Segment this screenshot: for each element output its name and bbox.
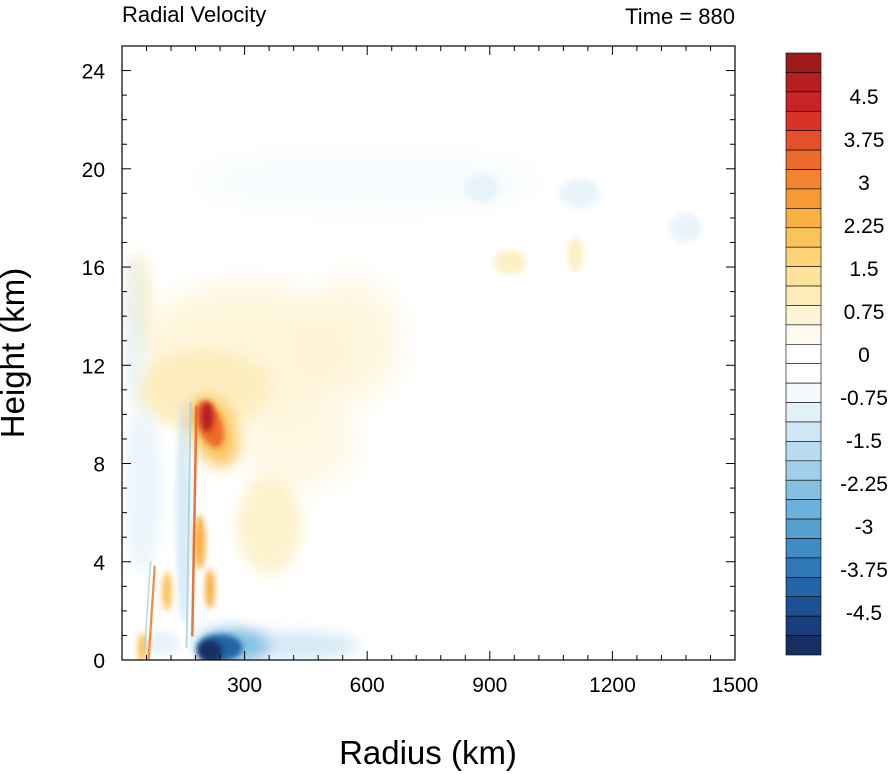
colorbar-box [785,382,822,403]
surface-inflow-max [197,640,223,660]
y-tick-label: 4 [93,552,105,575]
y-tick-labels: 0 4 8 12 16 20 24 [82,61,106,673]
x-tick-labels: 300 600 900 1200 1500 [227,674,758,697]
colorbar-label: 0.75 [844,301,885,324]
eyewall-outflow-streak [191,405,198,637]
x-tick-label: 900 [472,674,507,697]
colorbar-box [785,130,822,151]
upper-inflow-left [124,254,145,403]
colorbar-box [785,149,822,170]
upper-inflow-patch-1 [465,173,498,204]
colorbar [785,52,822,656]
colorbar-box [785,227,822,248]
colorbar-box [785,557,822,578]
y-tick-label: 0 [93,650,105,673]
x-tick-label: 1500 [712,674,759,697]
colorbar-box [785,421,822,442]
colorbar-box [785,266,822,287]
outflow-patch-right [493,249,527,275]
x-axis-label: Radius (km) [339,734,517,771]
colorbar-box [785,518,822,539]
colorbar-box [785,538,822,559]
colorbar-box [785,324,822,345]
x-tick-label: 600 [350,674,385,697]
y-tick-label: 12 [82,355,105,378]
colorbar-box [785,208,822,229]
y-tick-label: 24 [82,61,106,84]
colorbar-box [785,479,822,500]
colorbar-box [785,363,822,384]
colorbar-label: -2.25 [840,473,888,496]
eyewall-inflow-streak [185,401,192,649]
mid-inflow-left [124,402,161,575]
colorbar-box [785,402,822,423]
mid-outflow-lobe [236,475,302,575]
colorbar-label: -0.75 [840,387,888,410]
y-axis-label: Height (km) [0,268,31,439]
colorbar-box [785,72,822,93]
upper-inflow-band [195,151,539,211]
colorbar-box [785,305,822,326]
colorbar-box [785,285,822,306]
inner-outflow-streak [147,565,156,660]
colorbar-box [785,635,822,656]
colorbar-box [785,110,822,131]
colorbar-label: 1.5 [849,258,878,281]
colorbar-box [785,343,822,365]
outflow-max-core [200,402,214,432]
y-tick-label: 8 [93,454,105,477]
colorbar-box [785,596,822,617]
y-tick-label: 16 [82,257,105,280]
colorbar-labels: 4.5 3.75 3 2.25 1.5 0.75 0 -0.75 -1.5 -2.25 -3 -3.7… [840,86,888,625]
velocity-field [124,151,703,660]
colorbar-box [785,441,822,462]
colorbar-box [785,91,822,112]
colorbar-label: 2.25 [844,215,885,238]
inner-inflow-streak [143,561,152,651]
x-tick-label: 1200 [589,674,636,697]
eyewall-inflow [175,402,191,624]
colorbar-label: -4.5 [846,602,882,625]
low-outflow-2 [204,569,215,609]
colorbar-box [785,52,822,73]
colorbar-box [785,188,822,209]
colorbar-box [785,615,822,636]
x-tick-label: 300 [227,674,262,697]
chart-title-right: Time = 880 [625,4,735,29]
colorbar-box [785,577,822,598]
outflow-patch-right2 [567,237,584,272]
low-outflow-1 [193,515,206,570]
upper-outflow-ext [301,279,400,403]
colorbar-box [785,460,822,481]
colorbar-label: -3 [855,516,874,539]
colorbar-label: -1.5 [846,430,882,453]
plot-frame [121,45,736,661]
colorbar-box [785,499,822,520]
y-tick-label: 20 [82,159,105,182]
colorbar-box [785,246,822,267]
axis-ticks [122,45,736,661]
colorbar-label: 4.5 [849,86,878,109]
low-outflow-4 [162,571,172,611]
colorbar-label: -3.75 [840,559,888,582]
colorbar-box [785,169,822,190]
upper-outflow-plume [240,389,355,489]
colorbar-label: 3 [858,172,870,195]
chart-title-left: Radial Velocity [122,2,266,27]
upper-inflow-patch-2 [559,178,601,209]
colorbar-label: 0 [858,344,870,367]
surface-inflow-inner [146,630,180,656]
colorbar-label: 3.75 [844,129,885,152]
upper-outflow-core [134,350,274,430]
upper-inflow-patch-3 [669,213,703,243]
